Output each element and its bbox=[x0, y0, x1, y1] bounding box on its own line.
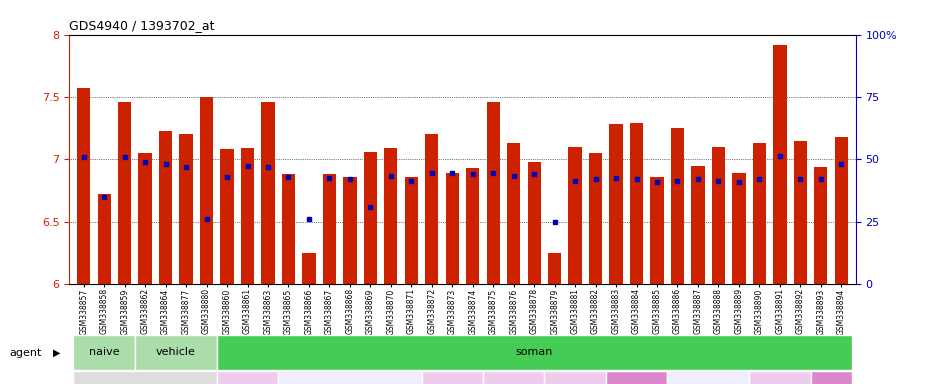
Bar bbox=[671, 128, 684, 284]
Bar bbox=[610, 124, 623, 284]
Bar bbox=[589, 153, 602, 284]
Bar bbox=[507, 143, 521, 284]
Bar bbox=[794, 141, 807, 284]
Bar bbox=[216, 335, 852, 370]
Bar bbox=[240, 148, 254, 284]
Bar bbox=[483, 371, 545, 384]
Bar bbox=[630, 123, 643, 284]
Bar bbox=[548, 253, 561, 284]
Bar bbox=[97, 194, 111, 284]
Text: agent: agent bbox=[9, 348, 42, 358]
Bar bbox=[77, 88, 91, 284]
Bar bbox=[179, 134, 192, 284]
Bar bbox=[711, 147, 725, 284]
Bar bbox=[323, 174, 336, 284]
Bar bbox=[384, 148, 398, 284]
Bar bbox=[220, 149, 234, 284]
Bar bbox=[422, 371, 483, 384]
Bar bbox=[814, 167, 828, 284]
Bar bbox=[118, 102, 131, 284]
Bar bbox=[139, 153, 152, 284]
Bar bbox=[545, 371, 606, 384]
Bar bbox=[73, 371, 216, 384]
Bar bbox=[810, 371, 852, 384]
Text: GDS4940 / 1393702_at: GDS4940 / 1393702_at bbox=[69, 19, 215, 32]
Bar bbox=[404, 177, 418, 284]
Bar bbox=[749, 371, 810, 384]
Bar bbox=[834, 137, 848, 284]
Bar bbox=[487, 102, 500, 284]
Bar bbox=[773, 45, 786, 284]
Bar bbox=[753, 143, 766, 284]
Bar bbox=[466, 168, 479, 284]
Bar bbox=[733, 173, 746, 284]
Bar bbox=[446, 173, 459, 284]
Bar bbox=[667, 371, 749, 384]
Bar bbox=[262, 102, 275, 284]
Text: soman: soman bbox=[515, 347, 553, 358]
Bar bbox=[650, 177, 663, 284]
Bar bbox=[216, 371, 278, 384]
Bar bbox=[282, 174, 295, 284]
Text: naive: naive bbox=[89, 347, 119, 358]
Text: vehicle: vehicle bbox=[156, 347, 196, 358]
Bar bbox=[527, 162, 541, 284]
Bar bbox=[278, 371, 422, 384]
Bar bbox=[200, 97, 214, 284]
Bar bbox=[159, 131, 172, 284]
Bar bbox=[73, 335, 135, 370]
Bar bbox=[302, 253, 315, 284]
Bar bbox=[606, 371, 667, 384]
Bar bbox=[569, 147, 582, 284]
Text: ▶: ▶ bbox=[53, 348, 60, 358]
Bar bbox=[691, 166, 705, 284]
Bar bbox=[426, 134, 438, 284]
Bar bbox=[364, 152, 377, 284]
Bar bbox=[343, 177, 356, 284]
Bar bbox=[135, 335, 216, 370]
